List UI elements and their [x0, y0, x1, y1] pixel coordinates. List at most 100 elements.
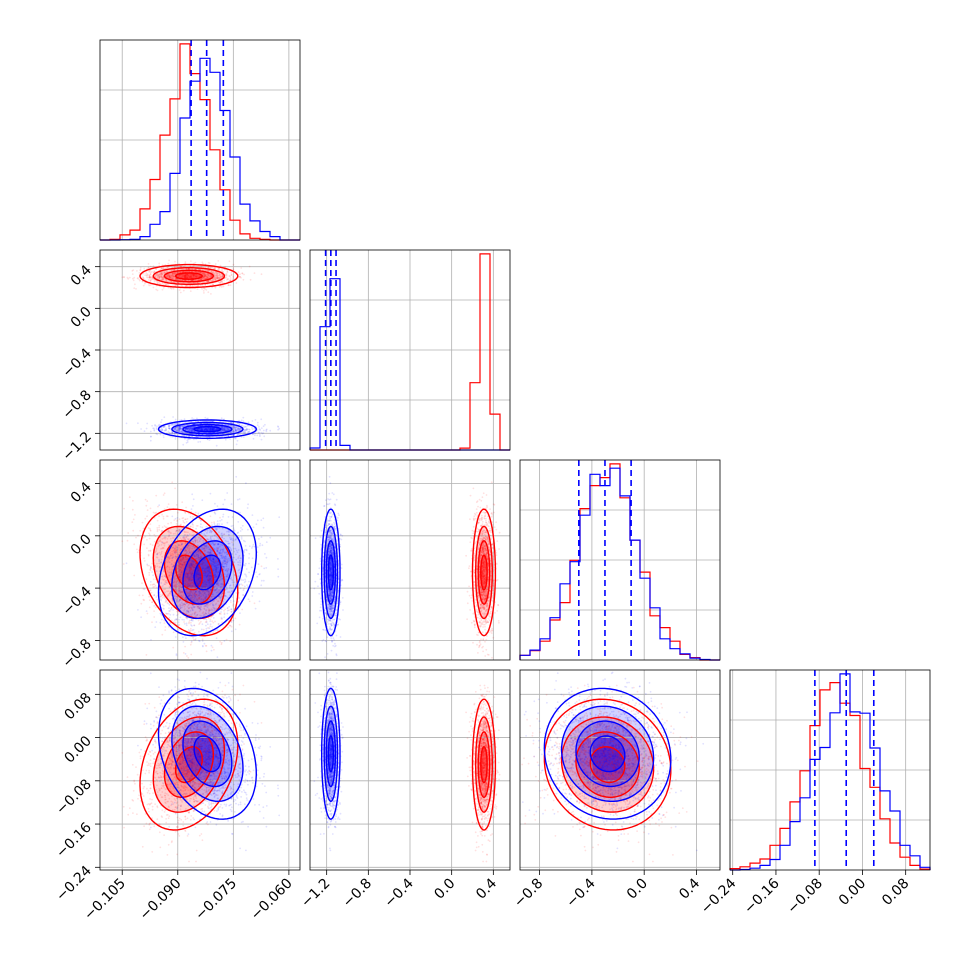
- sample-point: [200, 278, 203, 280]
- sample-point: [168, 561, 171, 564]
- sample-point: [185, 520, 188, 523]
- sample-point: [277, 575, 280, 578]
- sample-point: [193, 547, 196, 549]
- sample-point: [185, 622, 188, 625]
- sample-point: [227, 626, 230, 629]
- sample-point: [160, 421, 162, 424]
- sample-point: [178, 628, 180, 631]
- sample-point: [182, 652, 185, 654]
- sample-point: [144, 498, 147, 501]
- sample-point: [155, 288, 158, 291]
- sample-point: [209, 267, 212, 269]
- sample-point: [161, 596, 164, 599]
- sample-point: [185, 624, 188, 627]
- sample-point: [158, 526, 161, 529]
- sample-point: [152, 586, 155, 588]
- sample-point: [172, 631, 175, 634]
- sample-point: [146, 612, 149, 615]
- sample-point: [224, 608, 227, 611]
- sample-point: [235, 426, 238, 428]
- sample-point: [254, 432, 257, 435]
- sample-point: [189, 627, 192, 630]
- sample-point: [168, 566, 171, 569]
- sample-point: [184, 531, 187, 533]
- sample-point: [193, 274, 196, 277]
- sample-point: [175, 523, 178, 525]
- sample-point: [203, 281, 205, 283]
- sample-point: [164, 526, 167, 528]
- sample-point: [230, 601, 232, 604]
- sample-point: [202, 276, 205, 279]
- sample-point: [182, 289, 185, 292]
- sample-point: [178, 518, 181, 521]
- sample-point: [145, 654, 148, 656]
- sample-point: [190, 273, 193, 276]
- sample-point: [198, 630, 200, 633]
- sample-point: [239, 511, 241, 514]
- sample-point: [223, 598, 226, 601]
- sample-point: [226, 278, 229, 280]
- sample-point: [148, 271, 151, 273]
- sample-point: [146, 538, 148, 541]
- sample-point: [196, 275, 199, 277]
- sample-point: [172, 416, 175, 418]
- sample-point: [183, 418, 186, 421]
- sample-point: [214, 276, 216, 278]
- sample-point: [243, 426, 246, 429]
- sample-point: [163, 508, 166, 510]
- sample-point: [161, 513, 164, 516]
- sample-point: [189, 547, 191, 549]
- sample-point: [160, 558, 163, 561]
- density-fill: [183, 424, 232, 434]
- sample-point: [190, 621, 192, 624]
- sample-point: [217, 268, 220, 271]
- sample-point: [167, 560, 170, 562]
- sample-point: [166, 570, 169, 572]
- sample-point: [150, 591, 153, 594]
- sample-point: [140, 602, 143, 605]
- sample-point: [166, 274, 169, 277]
- sample-point: [152, 583, 155, 586]
- density-fill: [175, 272, 203, 280]
- sample-point: [153, 594, 156, 597]
- sample-point: [165, 283, 167, 286]
- sample-point: [207, 538, 210, 541]
- sample-point: [261, 432, 264, 435]
- sample-point: [241, 524, 244, 527]
- sample-point: [254, 419, 257, 421]
- sample-point: [225, 638, 228, 641]
- density-fill: [153, 526, 225, 619]
- sample-point: [175, 618, 178, 621]
- sample-point: [157, 505, 159, 508]
- density-fill: [194, 736, 221, 772]
- sample-point: [193, 612, 196, 615]
- sample-point: [190, 430, 192, 432]
- sample-point: [265, 567, 268, 569]
- sample-point: [125, 422, 128, 425]
- sample-point: [179, 603, 181, 606]
- density-fill: [194, 426, 221, 432]
- sample-point: [205, 276, 208, 278]
- sample-point: [278, 516, 281, 519]
- sample-point: [229, 599, 232, 602]
- sample-point: [142, 276, 144, 279]
- sample-point: [196, 541, 199, 544]
- sample-point: [242, 432, 245, 434]
- sample-point: [174, 418, 177, 421]
- sample-point: [182, 274, 185, 277]
- density-fill: [328, 555, 334, 590]
- sample-point: [181, 517, 184, 520]
- sample-point: [133, 543, 136, 546]
- sample-point: [230, 272, 233, 274]
- sample-point: [277, 568, 279, 570]
- sample-point: [175, 422, 178, 425]
- sample-point: [162, 576, 164, 578]
- sample-point: [192, 515, 195, 518]
- sample-point: [170, 276, 173, 279]
- sample-point: [156, 527, 159, 529]
- sample-point: [168, 274, 171, 277]
- sample-point: [184, 542, 187, 544]
- sample-point: [191, 547, 194, 550]
- sample-point: [232, 584, 235, 586]
- sample-point: [239, 273, 241, 276]
